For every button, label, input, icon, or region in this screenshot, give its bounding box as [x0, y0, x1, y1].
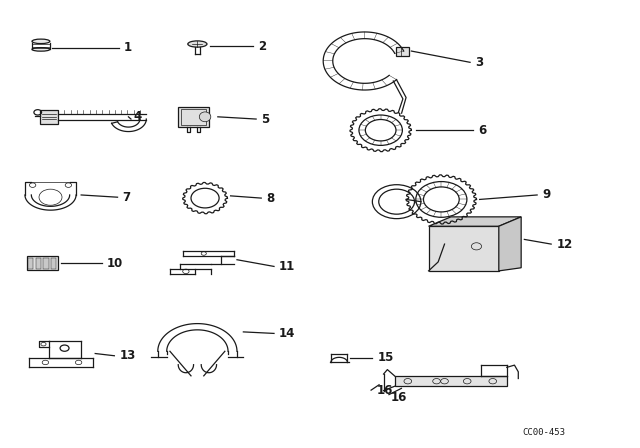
Text: 16: 16	[376, 383, 392, 396]
Text: 12: 12	[556, 237, 573, 250]
Text: 5: 5	[261, 112, 269, 125]
Text: 9: 9	[542, 189, 550, 202]
Text: 7: 7	[123, 191, 131, 204]
Polygon shape	[499, 217, 521, 271]
Bar	[396, 47, 409, 56]
Text: 2: 2	[258, 40, 266, 53]
Text: 1: 1	[124, 41, 132, 54]
Polygon shape	[429, 217, 521, 226]
Bar	[36, 258, 41, 269]
Ellipse shape	[188, 41, 207, 47]
Bar	[28, 258, 33, 269]
Text: 3: 3	[475, 56, 483, 69]
Bar	[44, 258, 49, 269]
Bar	[178, 107, 209, 127]
Text: 11: 11	[279, 260, 296, 273]
Text: 6: 6	[478, 124, 486, 137]
Bar	[27, 256, 58, 271]
Text: 14: 14	[279, 327, 296, 340]
Text: 16: 16	[390, 391, 406, 404]
Text: 15: 15	[378, 352, 394, 365]
Text: 4: 4	[134, 110, 142, 123]
Text: 8: 8	[266, 192, 275, 205]
Text: 10: 10	[107, 257, 123, 270]
Bar	[395, 376, 507, 386]
Ellipse shape	[32, 47, 50, 51]
Bar	[181, 109, 205, 125]
Text: CC00-453: CC00-453	[523, 428, 566, 438]
Ellipse shape	[199, 112, 211, 122]
Ellipse shape	[32, 39, 50, 43]
Bar	[51, 258, 56, 269]
Bar	[40, 110, 58, 124]
Bar	[429, 226, 499, 271]
Text: 13: 13	[120, 349, 136, 362]
